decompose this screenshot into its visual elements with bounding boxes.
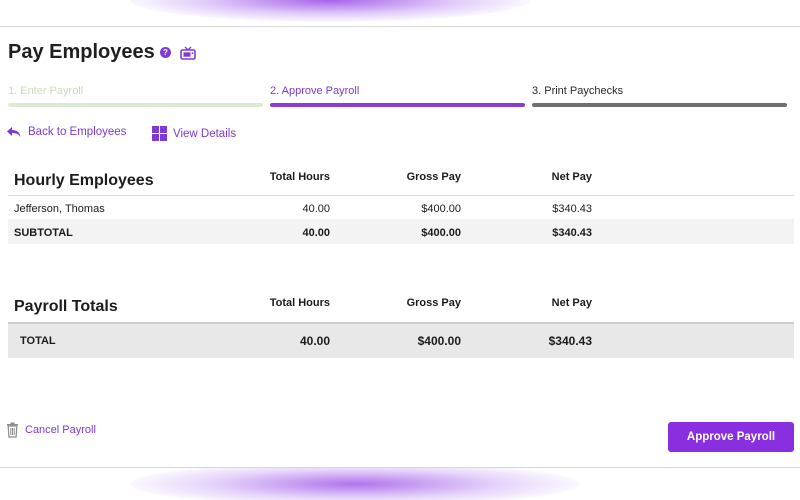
step-progress-bar — [532, 103, 787, 107]
view-details-label: View Details — [173, 127, 237, 140]
employee-hours: 40.00 — [302, 203, 330, 215]
col-net-pay: Net Pay — [551, 171, 592, 183]
approve-payroll-button[interactable]: Approve Payroll — [668, 422, 794, 452]
subtotal-label: SUBTOTAL — [14, 227, 73, 239]
page-title: Pay Employees — [8, 41, 155, 63]
total-row — [8, 324, 794, 358]
table-divider — [8, 322, 794, 324]
cancel-payroll-link[interactable]: Cancel Payroll — [6, 422, 96, 438]
step-progress-bar — [8, 103, 263, 107]
total-hours: 40.00 — [299, 334, 330, 348]
table-divider — [8, 195, 794, 196]
col-total-hours: Total Hours — [269, 297, 330, 309]
payroll-totals-title: Payroll Totals — [14, 298, 118, 315]
tv-icon[interactable] — [180, 46, 196, 60]
subtotal-net-pay: $340.43 — [552, 227, 592, 239]
top-glow — [130, 0, 530, 22]
back-to-employees-link[interactable]: Back to Employees — [6, 126, 126, 138]
total-label: TOTAL — [20, 335, 56, 347]
step-progress-bar — [270, 103, 525, 107]
total-net-pay: $340.43 — [548, 334, 592, 348]
back-to-employees-label: Back to Employees — [28, 126, 127, 138]
col-total-hours: Total Hours — [269, 171, 330, 183]
subtotal-row — [8, 219, 794, 244]
question-circle-icon[interactable]: ? — [160, 47, 171, 58]
col-gross-pay: Gross Pay — [406, 171, 461, 183]
employee-net-pay: $340.43 — [552, 203, 592, 215]
trash-icon — [7, 422, 18, 438]
pay-employees-panel: Pay Employees ? 1. Enter Payroll 2. Appr… — [0, 26, 800, 468]
step-label: 1. Enter Payroll — [8, 85, 84, 97]
reply-arrow-icon — [7, 127, 21, 137]
total-gross-pay: $400.00 — [417, 334, 461, 348]
grid-icon — [152, 126, 167, 141]
hourly-employees-title: Hourly Employees — [14, 172, 154, 189]
bottom-glow — [130, 462, 580, 500]
col-gross-pay: Gross Pay — [406, 297, 461, 309]
employee-name: Jefferson, Thomas — [14, 203, 105, 215]
step-label: 3. Print Paychecks — [532, 85, 624, 97]
col-net-pay: Net Pay — [551, 297, 592, 309]
cancel-payroll-label: Cancel Payroll — [25, 424, 96, 436]
step-label: 2. Approve Payroll — [270, 85, 360, 97]
subtotal-gross-pay: $400.00 — [421, 227, 461, 239]
view-details-link[interactable]: View Details — [152, 126, 236, 141]
employee-gross-pay: $400.00 — [421, 203, 461, 215]
subtotal-hours: 40.00 — [302, 227, 330, 239]
